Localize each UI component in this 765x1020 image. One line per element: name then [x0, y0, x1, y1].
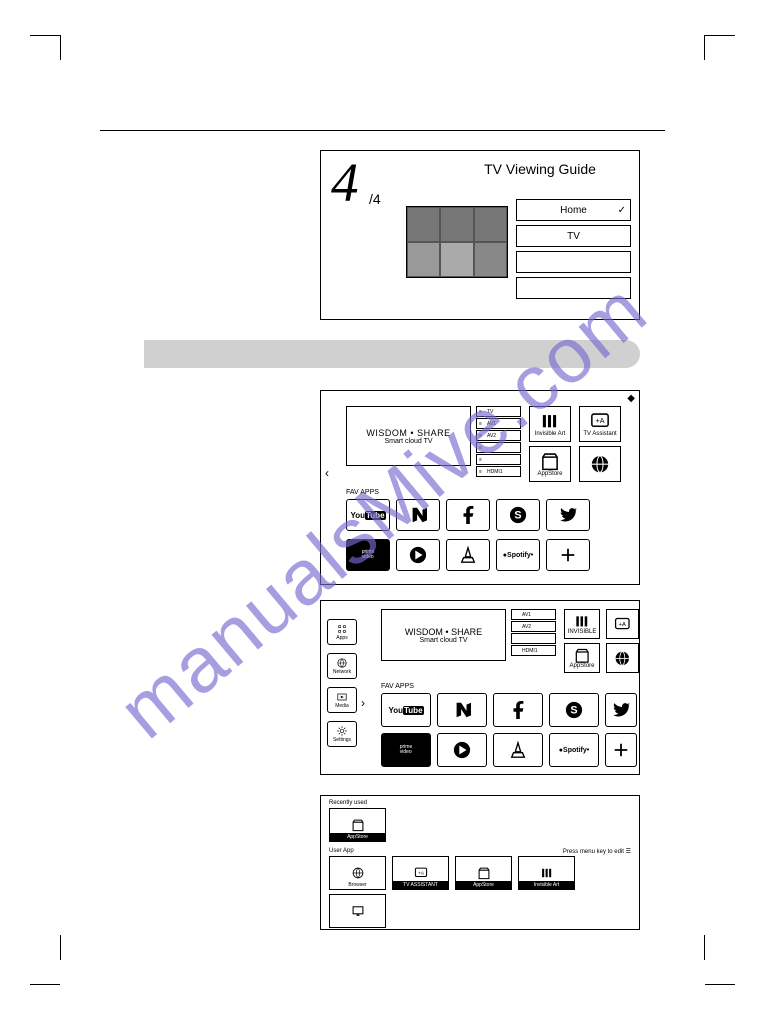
prime-app[interactable]: primevideo — [346, 539, 390, 571]
invisible-art-app[interactable]: Invisible Art — [518, 856, 575, 890]
skype-app[interactable] — [496, 499, 540, 531]
panel-title: TV Viewing Guide — [451, 161, 629, 177]
facebook-app[interactable] — [446, 499, 490, 531]
input-blank[interactable] — [476, 442, 521, 453]
input-blank[interactable] — [476, 454, 521, 465]
appstore-tile[interactable]: AppStore — [529, 446, 571, 482]
crop-mark — [30, 984, 60, 985]
option-empty[interactable] — [516, 251, 631, 273]
spotify-app[interactable]: ● Spotify• — [549, 733, 599, 767]
input-av1[interactable]: AV1 — [511, 609, 556, 620]
section-divider-pill — [130, 340, 640, 368]
input-blank[interactable] — [511, 633, 556, 644]
step-number: 4 — [331, 151, 359, 214]
input-source-list: AV1 AV2 HDMI1 — [511, 609, 556, 656]
sidebar-apps[interactable]: Apps — [327, 619, 357, 645]
recent-appstore[interactable]: AppStore — [329, 808, 386, 842]
option-home[interactable]: Home✓ — [516, 199, 631, 221]
facebook-app[interactable] — [493, 693, 543, 727]
chevron-left-icon[interactable]: ‹ — [325, 466, 329, 480]
option-list: Home✓ TV — [516, 199, 631, 303]
crop-mark — [704, 35, 705, 60]
display-app[interactable] — [329, 894, 386, 928]
tv-assistant-tile[interactable]: TV Assistant — [579, 406, 621, 442]
twitter-app[interactable] — [605, 693, 637, 727]
netflix-app[interactable] — [396, 499, 440, 531]
youtube-app[interactable]: YouTube — [346, 499, 390, 531]
play-app[interactable] — [437, 733, 487, 767]
header-rule — [100, 130, 665, 131]
step-total: /4 — [369, 191, 381, 207]
fav-apps-label: FAV APPS — [381, 683, 414, 690]
sidebar: Apps Network Media Settings — [327, 619, 359, 755]
sidebar-network[interactable]: Network — [327, 653, 357, 679]
preview-thumbnail — [406, 206, 508, 278]
crop-mark — [30, 35, 60, 36]
sidebar-media[interactable]: Media — [327, 687, 357, 713]
input-av2[interactable]: AV2 — [476, 430, 521, 441]
invisible-art-tile[interactable]: INVISIBLE — [564, 609, 600, 639]
skype-app[interactable] — [549, 693, 599, 727]
vlc-app[interactable] — [446, 539, 490, 571]
fav-apps-label: FAV APPS — [346, 489, 379, 496]
crop-mark — [60, 35, 61, 60]
home-screen-panel-1: ◆ WISDOM • SHARE Smart cloud TV TV AV1 A… — [320, 390, 640, 585]
appstore-tile[interactable]: AppStore — [564, 643, 600, 673]
globe-tile[interactable] — [606, 643, 639, 673]
crop-mark — [705, 35, 735, 36]
wisdom-share-tile[interactable]: WISDOM • SHARE Smart cloud TV — [381, 609, 506, 661]
chevron-right-icon[interactable]: › — [361, 696, 365, 710]
add-app[interactable] — [605, 733, 637, 767]
browser-app[interactable]: Browser — [329, 856, 386, 890]
crop-mark — [60, 935, 61, 960]
globe-tile[interactable] — [579, 446, 621, 482]
crop-mark — [705, 984, 735, 985]
option-tv[interactable]: TV — [516, 225, 631, 247]
input-av1[interactable]: AV1 — [476, 418, 521, 429]
sidebar-settings[interactable]: Settings — [327, 721, 357, 747]
home-screen-panel-2: Apps Network Media Settings › WISDOM • S… — [320, 600, 640, 775]
input-hdmi[interactable]: HDMI1 — [476, 466, 521, 477]
menu-hint: Press menu key to edit ☰ — [563, 848, 631, 855]
input-tv[interactable]: TV — [476, 406, 521, 417]
twitter-app[interactable] — [546, 499, 590, 531]
check-icon: ✓ — [618, 205, 626, 216]
crop-mark — [704, 935, 705, 960]
add-app[interactable] — [546, 539, 590, 571]
vlc-app[interactable] — [493, 733, 543, 767]
prime-app[interactable]: primevideo — [381, 733, 431, 767]
input-source-list: TV AV1 AV2 HDMI1 — [476, 406, 521, 478]
wisdom-share-tile[interactable]: WISDOM • SHARE Smart cloud TV — [346, 406, 471, 466]
tv-assistant-app[interactable]: TV ASSISTANT — [392, 856, 449, 890]
tv-assistant-tile[interactable] — [606, 609, 639, 639]
invisible-art-tile[interactable]: Invisible Art — [529, 406, 571, 442]
user-app-label: User App — [329, 848, 354, 854]
appstore-app[interactable]: AppStore — [455, 856, 512, 890]
input-hdmi[interactable]: HDMI1 — [511, 645, 556, 656]
netflix-app[interactable] — [437, 693, 487, 727]
option-empty[interactable] — [516, 277, 631, 299]
wifi-icon: ◆ — [627, 393, 635, 404]
play-app[interactable] — [396, 539, 440, 571]
input-av2[interactable]: AV2 — [511, 621, 556, 632]
youtube-app[interactable]: YouTube — [381, 693, 431, 727]
spotify-app[interactable]: ● Spotify• — [496, 539, 540, 571]
apps-management-panel: Recently used AppStore User App Press me… — [320, 795, 640, 930]
recently-used-label: Recently used — [329, 800, 367, 806]
tv-viewing-guide-panel: 4 /4 TV Viewing Guide Home✓ TV — [320, 150, 640, 320]
